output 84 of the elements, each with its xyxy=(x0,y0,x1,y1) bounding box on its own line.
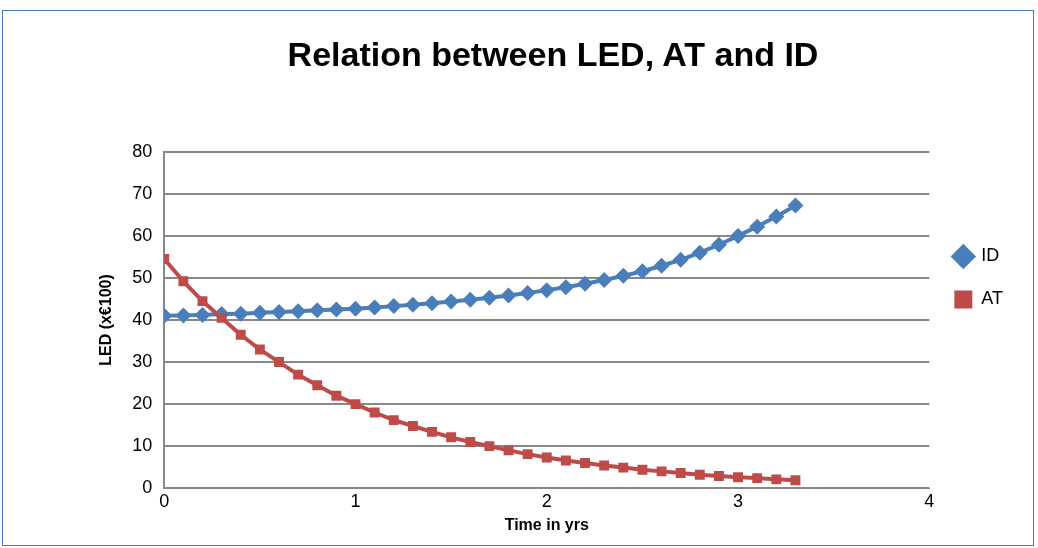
point xyxy=(618,462,629,473)
point xyxy=(596,272,613,289)
x-tick-label: 3 xyxy=(733,490,744,511)
point xyxy=(446,432,457,443)
point xyxy=(270,304,287,321)
point xyxy=(388,415,399,426)
point xyxy=(404,296,421,313)
point xyxy=(752,473,763,484)
point xyxy=(710,236,727,253)
point xyxy=(675,468,686,479)
point xyxy=(730,227,747,244)
point xyxy=(672,251,689,268)
point xyxy=(599,460,610,471)
point xyxy=(274,357,284,367)
point xyxy=(407,421,418,431)
point xyxy=(713,471,724,481)
point xyxy=(771,474,782,485)
point xyxy=(197,296,208,307)
point xyxy=(350,399,361,410)
point xyxy=(768,208,785,225)
legend-label: ID xyxy=(981,245,1000,266)
x-tick-label: 2 xyxy=(541,490,552,511)
point xyxy=(347,300,364,317)
x-axis-title: Time in yrs xyxy=(504,515,589,533)
point xyxy=(427,426,437,437)
point xyxy=(560,455,571,466)
point xyxy=(366,299,383,316)
point xyxy=(462,291,479,308)
point xyxy=(251,304,268,321)
point xyxy=(522,449,533,460)
point xyxy=(293,369,304,380)
y-tick-label: 70 xyxy=(132,182,153,203)
point xyxy=(503,445,514,456)
point xyxy=(787,197,804,214)
y-tick-label: 30 xyxy=(132,351,153,372)
point xyxy=(694,469,705,480)
point xyxy=(290,303,307,320)
y-tick-label: 10 xyxy=(132,435,153,456)
point xyxy=(749,218,766,235)
point xyxy=(194,306,211,323)
y-tick-label: 50 xyxy=(132,266,153,287)
point xyxy=(254,344,265,355)
point xyxy=(465,437,476,447)
point xyxy=(312,380,323,391)
point xyxy=(424,295,441,312)
x-tick-label: 0 xyxy=(159,490,170,511)
point xyxy=(615,267,632,284)
y-tick-label: 60 xyxy=(132,224,153,245)
point xyxy=(331,390,342,401)
point xyxy=(656,466,667,477)
point xyxy=(653,257,670,274)
point xyxy=(557,279,574,296)
point xyxy=(235,329,246,340)
point xyxy=(577,275,594,292)
x-tick-label: 4 xyxy=(924,490,935,511)
y-axis-title: LED (x€100) xyxy=(97,274,115,366)
point xyxy=(328,301,345,318)
point xyxy=(484,441,495,452)
legend-label: AT xyxy=(981,288,1004,309)
y-tick-label: 20 xyxy=(132,393,153,414)
point xyxy=(216,312,227,323)
point xyxy=(232,305,249,322)
point xyxy=(178,276,189,287)
point xyxy=(175,307,192,324)
point xyxy=(443,293,460,310)
point xyxy=(637,464,648,475)
point xyxy=(538,282,555,299)
point xyxy=(385,298,402,315)
y-tick-label: 40 xyxy=(132,308,153,329)
point xyxy=(580,458,590,468)
point xyxy=(369,407,380,418)
point xyxy=(634,263,651,280)
point xyxy=(541,452,552,463)
point xyxy=(500,287,517,304)
x-tick-label: 1 xyxy=(350,490,361,511)
point xyxy=(733,472,744,483)
point xyxy=(691,244,708,261)
point xyxy=(519,285,536,302)
point xyxy=(790,475,801,486)
chart-title: Relation between LED, AT and ID xyxy=(287,34,819,73)
point xyxy=(309,302,326,319)
point xyxy=(481,289,498,306)
y-tick-label: 80 xyxy=(132,140,153,161)
y-tick-label: 0 xyxy=(142,477,153,498)
